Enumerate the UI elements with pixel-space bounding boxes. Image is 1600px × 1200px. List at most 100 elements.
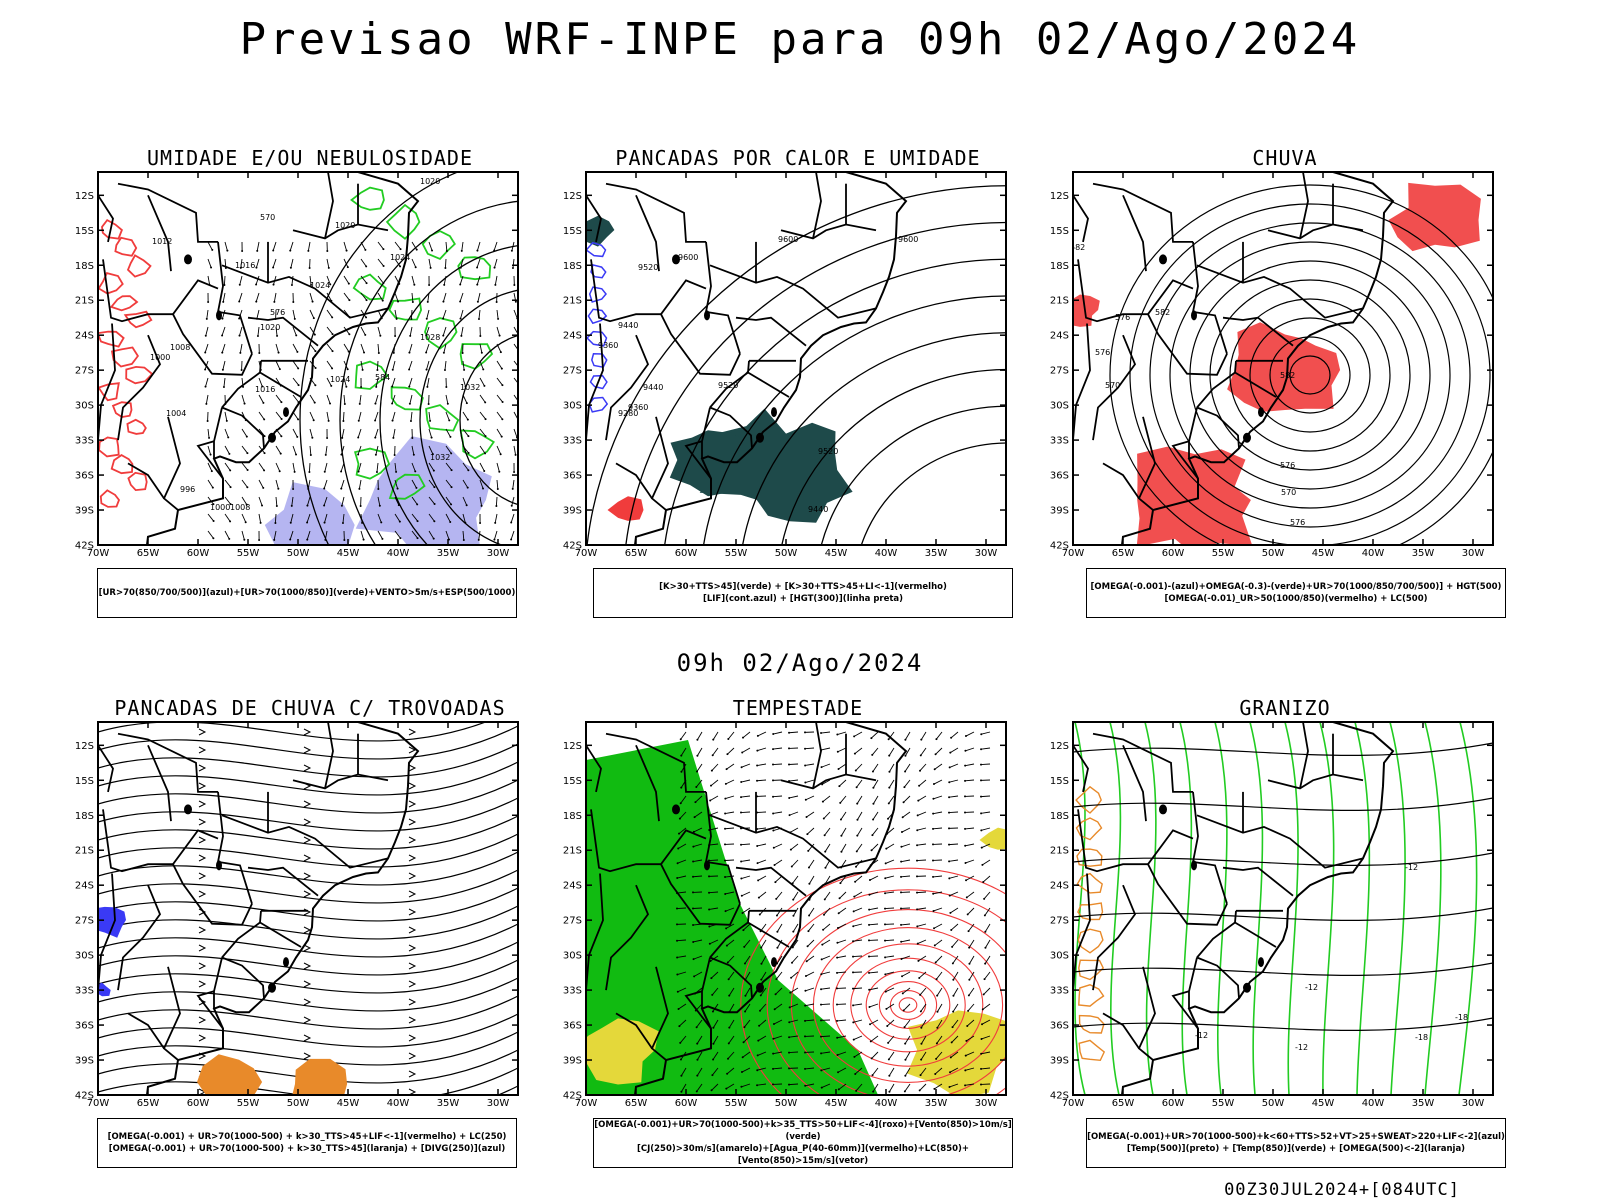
lat-label: 12S xyxy=(563,741,582,752)
wind-vector xyxy=(903,795,911,803)
wind-vector xyxy=(757,1067,767,1071)
border-line xyxy=(259,921,302,948)
thickness-contour xyxy=(110,346,139,368)
wind-vector-head xyxy=(980,1083,983,1086)
wind-vector xyxy=(756,779,767,782)
wind-vector-head xyxy=(347,350,350,353)
wind-vector-head xyxy=(788,763,791,766)
wind-vector-head xyxy=(855,865,858,868)
wind-vector xyxy=(343,343,350,352)
wind-vector-head xyxy=(466,486,469,489)
wind-vector xyxy=(410,411,413,421)
map-frame xyxy=(1072,171,1395,546)
wind-vector-head xyxy=(758,913,761,916)
wind-vector xyxy=(901,955,911,960)
wind-vector xyxy=(411,275,415,285)
wind-vector xyxy=(774,1003,783,1010)
lif-contour xyxy=(586,330,608,347)
field-layer: 1020101210161020102410201024101610241028… xyxy=(98,172,518,545)
wind-vector-head xyxy=(948,811,951,814)
wind-vector xyxy=(257,326,260,336)
streamline-arrow xyxy=(408,1070,417,1078)
wind-vector xyxy=(884,907,895,910)
lon-label: 50W xyxy=(775,548,798,559)
wind-vector-head xyxy=(884,892,887,895)
wind-vector xyxy=(290,258,294,268)
streamline xyxy=(98,761,518,796)
wind-vector-head xyxy=(324,453,327,456)
wind-vector-head xyxy=(484,401,487,404)
wind-vector-head xyxy=(968,946,971,949)
lat-label: 30S xyxy=(75,401,94,412)
wind-vector-head xyxy=(263,418,266,421)
wind-vector xyxy=(445,411,450,421)
wind-vector-head xyxy=(342,419,345,422)
lon-label: 40W xyxy=(387,548,410,559)
wind-vector-head xyxy=(808,882,811,885)
wind-vector-head xyxy=(246,486,249,489)
border-line xyxy=(709,814,877,869)
lon-label: 35W xyxy=(925,1098,948,1109)
wind-vector-head xyxy=(272,249,275,252)
wind-vector-head xyxy=(772,812,775,815)
thickness-contour xyxy=(125,365,154,385)
wind-vector-head xyxy=(741,751,744,754)
wind-vector xyxy=(479,394,486,403)
wind-vector xyxy=(241,530,245,540)
wind-vector xyxy=(933,779,943,785)
lif-contour xyxy=(587,308,608,325)
wind-vector xyxy=(496,394,503,403)
wind-vector-head xyxy=(239,266,242,269)
wind-vector xyxy=(442,326,447,336)
wind-vector xyxy=(459,275,464,285)
wind-vector-head xyxy=(501,418,504,421)
wind-vector-head xyxy=(708,859,711,862)
wind-vector xyxy=(275,326,278,336)
lat-label: 30S xyxy=(563,951,582,962)
coastline xyxy=(586,721,908,1096)
wind-vector-head xyxy=(331,350,334,353)
wind-vector xyxy=(462,377,467,387)
wind-vector xyxy=(678,827,687,835)
wind-vector xyxy=(275,479,279,489)
temp850-contour xyxy=(1319,722,1335,1095)
lon-label: 45W xyxy=(1312,548,1335,559)
wind-vector-head xyxy=(804,1051,807,1054)
wind-vector xyxy=(981,811,991,814)
wind-vector-head xyxy=(852,1004,855,1007)
lon-label: 40W xyxy=(1362,548,1385,559)
wind-vector xyxy=(513,309,518,319)
wind-vector-head xyxy=(343,538,346,541)
wind-vector xyxy=(904,731,911,740)
wind-vector xyxy=(824,875,831,884)
wind-vector-head xyxy=(854,1072,857,1075)
wind-vector xyxy=(224,428,229,438)
wind-vector-head xyxy=(476,266,479,269)
wind-vector-head xyxy=(964,1084,967,1087)
wind-vector xyxy=(855,1083,863,1092)
wind-vector xyxy=(743,923,751,931)
wind-vector xyxy=(838,763,847,770)
wind-vector xyxy=(820,1003,831,1006)
wind-vector-head xyxy=(856,834,859,837)
wind-vector xyxy=(462,462,469,471)
wind-vector-head xyxy=(293,470,296,473)
streamline-850 xyxy=(850,957,966,1053)
wind-vector-head xyxy=(221,351,224,354)
height-contour xyxy=(1249,317,1371,433)
wind-vector-head xyxy=(680,1074,683,1077)
wind-vector xyxy=(760,939,767,948)
wind-vector-head xyxy=(696,754,699,757)
wind-vector-head xyxy=(679,802,682,805)
wind-vector xyxy=(889,763,895,772)
wind-vector xyxy=(708,859,719,861)
lat-label: 27S xyxy=(75,916,94,927)
wind-vector-head xyxy=(820,1003,823,1006)
wind-vector-head xyxy=(902,1009,905,1012)
wind-vector xyxy=(872,1083,879,1092)
wind-vector xyxy=(789,795,799,799)
wind-vector xyxy=(886,843,895,850)
wind-vector xyxy=(981,1019,991,1025)
lat-label: 36S xyxy=(563,1021,582,1032)
wind-vector-head xyxy=(212,503,215,506)
